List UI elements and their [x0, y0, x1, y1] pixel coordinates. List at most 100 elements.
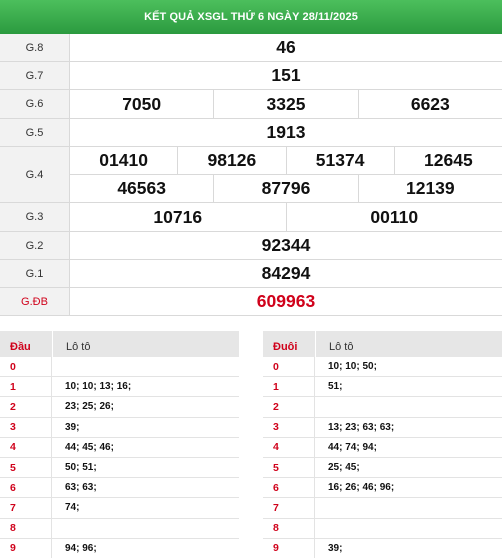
loto-values: 63; 63; — [65, 482, 97, 494]
loto-values: 39; — [65, 421, 80, 433]
loto-digit: 9 — [263, 538, 315, 558]
loto-values: 51; — [328, 381, 343, 393]
loto-digit: 5 — [0, 457, 52, 478]
loto-values: 50; 51; — [65, 462, 97, 474]
loto-values: 44; 74; 94; — [328, 441, 377, 453]
result-title: KẾT QUẢ XSGL THỨ 6 NGÀY 28/11/2025 — [0, 0, 502, 34]
prize-label: G.5 — [0, 119, 70, 146]
loto-row: 7 — [263, 498, 502, 519]
loto-values: 10; 10; 13; 16; — [65, 381, 132, 393]
loto-row: 9 39; — [263, 538, 502, 558]
prize-number: 46 — [276, 37, 296, 57]
prize-row: G.5 1913 — [0, 119, 502, 147]
prize-number: 87796 — [214, 175, 359, 202]
prize-row: G.ĐB 609963 — [0, 288, 502, 316]
prize-label: G.2 — [0, 232, 70, 259]
loto-digit: 4 — [0, 437, 52, 457]
loto-digit: 8 — [0, 518, 52, 538]
loto-column-label: Lô tô — [52, 331, 239, 357]
prize-label: G.8 — [0, 34, 70, 61]
loto-row: 4 44; 74; 94; — [263, 437, 502, 458]
loto-row: 0 10; 10; 50; — [263, 357, 502, 378]
prize-label: G.4 — [0, 147, 70, 202]
loto-digit: 6 — [0, 478, 52, 498]
loto-values — [315, 397, 502, 416]
prize-row: G.3 10716 00110 — [0, 203, 502, 232]
loto-values: 13; 23; 63; 63; — [328, 421, 395, 433]
loto-digit: 5 — [263, 457, 315, 478]
loto-row: 1 51; — [263, 377, 502, 398]
loto-row: 9 94; 96; — [0, 538, 239, 558]
loto-row: 5 25; 45; — [263, 457, 502, 479]
tail-column-label: Đuôi — [273, 341, 298, 353]
prize-number: 7050 — [70, 90, 215, 118]
head-column-label: Đầu — [10, 341, 31, 353]
loto-by-tail-table: Đuôi Lô tô 0 10; 10; 50; 1 51; 2 3 13; 23; 63;… — [263, 331, 502, 558]
loto-values: 44; 45; 46; — [65, 441, 114, 453]
loto-row: 0 — [0, 357, 239, 378]
loto-values: 74; — [65, 502, 80, 514]
prize-number: 00110 — [370, 206, 419, 227]
prize-number: 151 — [271, 65, 301, 85]
loto-digit: 7 — [0, 498, 52, 518]
loto-digit: 4 — [263, 437, 315, 457]
loto-row: 3 13; 23; 63; 63; — [263, 417, 502, 438]
prize-row: G.2 92344 — [0, 232, 502, 260]
loto-digit: 9 — [0, 538, 52, 558]
loto-values — [52, 519, 239, 538]
loto-values: 23; 25; 26; — [65, 401, 114, 413]
prize-number: 92344 — [261, 235, 311, 255]
loto-by-head-table: Đầu Lô tô 0 1 10; 10; 13; 16; 2 23; 25; 26; 3… — [0, 331, 239, 558]
prize-row: G.8 46 — [0, 34, 502, 62]
special-prize-number: 609963 — [256, 291, 316, 311]
prize-number: 51374 — [287, 147, 395, 174]
loto-row: 5 50; 51; — [0, 457, 239, 479]
prize-number: 10716 — [70, 203, 287, 231]
loto-values: 25; 45; — [328, 462, 360, 474]
prize-label: G.1 — [0, 260, 70, 287]
prize-number: 3325 — [214, 90, 359, 118]
prize-label: G.6 — [0, 90, 70, 118]
loto-digit: 1 — [0, 377, 52, 397]
loto-digit: 7 — [263, 498, 315, 518]
loto-digit: 6 — [263, 478, 315, 498]
loto-row: 7 74; — [0, 498, 239, 519]
prize-label: G.3 — [0, 203, 70, 231]
prize-row: G.4 01410 98126 51374 12645 46563 87796 12139 — [0, 147, 502, 203]
loto-row: 6 63; 63; — [0, 478, 239, 499]
loto-values — [315, 519, 502, 538]
loto-row: 2 — [263, 397, 502, 418]
loto-tail-header: Đuôi Lô tô — [263, 331, 502, 357]
prize-row: G.6 7050 3325 6623 — [0, 90, 502, 119]
loto-row: 8 — [263, 518, 502, 539]
loto-digit: 2 — [0, 397, 52, 417]
loto-row: 8 — [0, 518, 239, 539]
loto-digit: 1 — [263, 377, 315, 397]
prize-row: G.7 151 — [0, 62, 502, 90]
loto-row: 1 10; 10; 13; 16; — [0, 377, 239, 398]
loto-row: 6 16; 26; 46; 96; — [263, 478, 502, 499]
loto-values — [315, 498, 502, 517]
prize-number: 84294 — [261, 263, 311, 283]
loto-digit: 3 — [263, 417, 315, 437]
loto-values — [52, 357, 239, 376]
prize-number: 98126 — [178, 147, 287, 174]
loto-digit: 0 — [263, 357, 315, 377]
loto-digit: 0 — [0, 357, 52, 377]
loto-row: 4 44; 45; 46; — [0, 437, 239, 458]
prize-number: 6623 — [410, 93, 450, 114]
prize-label: G.7 — [0, 62, 70, 89]
prize-number: 12645 — [424, 150, 473, 170]
loto-values: 39; — [328, 542, 343, 554]
prize-number: 1913 — [266, 122, 306, 142]
loto-row: 2 23; 25; 26; — [0, 397, 239, 418]
prize-number: 12139 — [405, 178, 455, 198]
prize-row: G.1 84294 — [0, 260, 502, 288]
prize-number: 01410 — [70, 147, 179, 174]
loto-values: 94; 96; — [65, 542, 97, 554]
loto-row: 3 39; — [0, 417, 239, 438]
loto-digit: 2 — [263, 397, 315, 417]
loto-head-header: Đầu Lô tô — [0, 331, 239, 357]
loto-digit: 3 — [0, 417, 52, 437]
prize-table: G.8 46 G.7 151 G.6 7050 3325 6623 G.5 1913 G.4 0141… — [0, 34, 502, 316]
